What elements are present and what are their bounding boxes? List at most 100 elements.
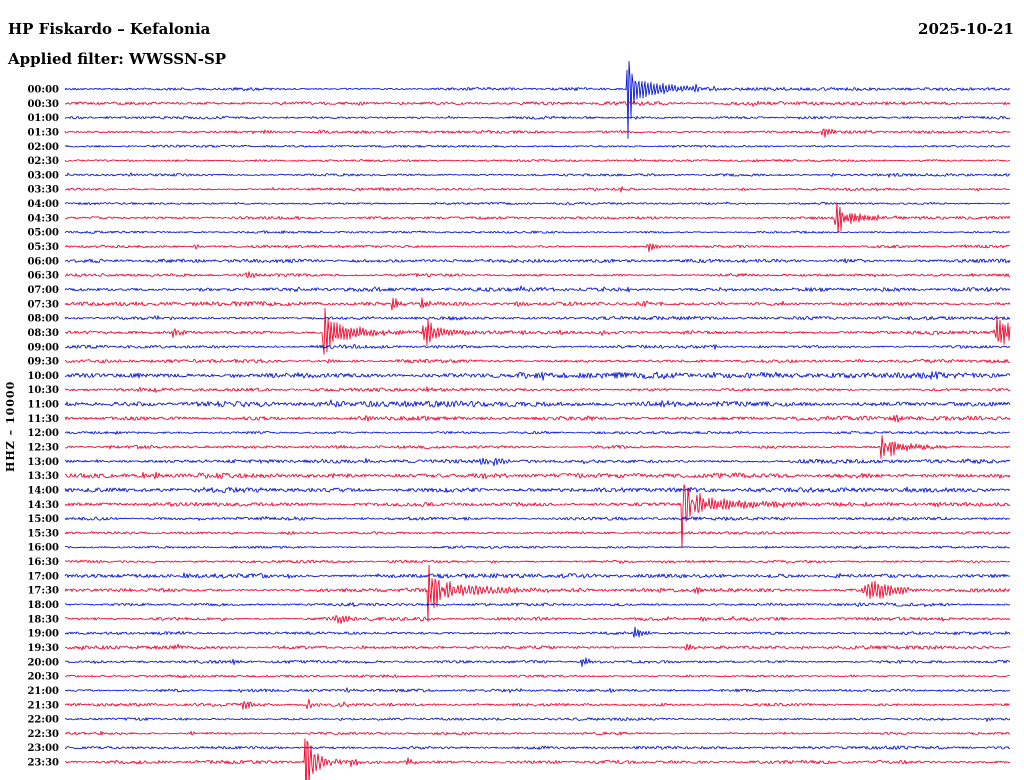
trace-row <box>64 484 1011 549</box>
time-label: 16:00 <box>27 543 59 554</box>
trace-row <box>64 457 1011 467</box>
time-label: 17:00 <box>27 571 59 582</box>
trace-row <box>64 386 1011 393</box>
time-label: 08:30 <box>27 328 59 339</box>
time-label: 18:30 <box>27 614 59 625</box>
time-label: 03:00 <box>27 170 59 181</box>
time-label: 15:30 <box>27 528 59 539</box>
time-label: 10:30 <box>27 385 59 396</box>
trace-row <box>64 285 1011 293</box>
time-label: 06:30 <box>27 271 59 282</box>
trace-row <box>64 60 1011 139</box>
trace-row <box>64 201 1011 206</box>
time-label: 11:00 <box>27 400 59 411</box>
time-label: 21:00 <box>27 686 59 697</box>
station-title: HP Fiskardo – Kefalonia <box>8 20 211 38</box>
trace-row <box>64 414 1011 423</box>
time-label: 10:00 <box>27 371 59 382</box>
time-label: 07:30 <box>27 299 59 310</box>
trace-row <box>64 643 1011 651</box>
trace-row <box>64 399 1011 408</box>
time-label: 20:30 <box>27 672 59 683</box>
time-label: 12:00 <box>27 428 59 439</box>
trace-row <box>64 738 1011 780</box>
trace-row <box>64 486 1011 493</box>
time-label: 01:30 <box>27 127 59 138</box>
trace-row <box>64 614 1011 625</box>
trace-row <box>65 545 1011 550</box>
trace-row <box>64 115 1011 120</box>
trace-row <box>64 158 1011 163</box>
trace-row <box>64 745 1010 751</box>
time-label: 02:00 <box>27 142 59 153</box>
time-label: 13:00 <box>27 457 59 468</box>
trace-row <box>64 172 1011 178</box>
time-label: 04:00 <box>27 199 59 210</box>
trace-row <box>64 186 1011 193</box>
trace-row <box>64 243 1010 253</box>
time-label: 07:00 <box>27 285 59 296</box>
time-label: 17:30 <box>27 586 59 597</box>
time-label: 00:00 <box>27 85 59 96</box>
time-label: 19:00 <box>27 629 59 640</box>
trace-row <box>64 698 1010 710</box>
time-label: 02:30 <box>27 156 59 167</box>
time-label: 19:30 <box>27 643 59 654</box>
time-label: 14:30 <box>27 500 59 511</box>
time-label: 05:30 <box>27 242 59 253</box>
time-label: 23:30 <box>27 758 59 769</box>
time-label: 22:00 <box>27 715 59 726</box>
trace-row <box>64 515 1011 521</box>
time-label: 09:00 <box>27 342 59 353</box>
time-label: 21:30 <box>27 700 59 711</box>
trace-row <box>65 674 1011 679</box>
time-label: 22:30 <box>27 729 59 740</box>
trace-row <box>64 471 1011 480</box>
time-label: 09:30 <box>27 357 59 368</box>
trace-row <box>64 230 1011 234</box>
time-label: 04:30 <box>27 213 59 224</box>
trace-row <box>64 202 1011 234</box>
time-label: 15:00 <box>27 514 59 525</box>
trace-row <box>64 602 1011 608</box>
trace-row <box>64 144 1011 148</box>
trace-row <box>64 258 1011 264</box>
trace-row <box>64 530 1011 535</box>
trace-row <box>64 128 1011 138</box>
time-label: 06:00 <box>27 256 59 267</box>
trace-row <box>64 371 1011 381</box>
trace-row <box>64 430 1011 435</box>
trace-row <box>64 99 1011 107</box>
trace-row <box>64 315 1011 321</box>
date-label: 2025-10-21 <box>918 20 1014 38</box>
time-label: 14:00 <box>27 485 59 496</box>
time-label: 03:30 <box>27 185 59 196</box>
time-label: 23:00 <box>27 743 59 754</box>
time-label: 11:30 <box>27 414 59 425</box>
time-label: 18:00 <box>27 600 59 611</box>
time-label: 20:00 <box>27 657 59 668</box>
time-label: 12:30 <box>27 443 59 454</box>
time-label: 16:30 <box>27 557 59 568</box>
trace-row <box>64 687 1011 693</box>
trace-row <box>64 730 1011 736</box>
trace-row <box>64 657 1011 668</box>
time-label: 01:00 <box>27 113 59 124</box>
trace-row <box>64 564 1011 623</box>
trace-row <box>64 307 1011 355</box>
applied-filter-label: Applied filter: WWSSN-SP <box>8 50 227 68</box>
time-label: 00:30 <box>27 99 59 110</box>
trace-row <box>64 626 1011 638</box>
time-label: 13:30 <box>27 471 59 482</box>
trace-row <box>64 717 1011 722</box>
trace-row <box>64 435 1011 460</box>
trace-row <box>64 572 1011 579</box>
trace-row <box>64 344 1011 350</box>
trace-row <box>64 271 1011 279</box>
trace-row <box>64 358 1011 364</box>
trace-row <box>64 297 1011 311</box>
trace-row <box>64 559 1010 564</box>
time-label: 05:00 <box>27 228 59 239</box>
time-label: 08:00 <box>27 314 59 325</box>
